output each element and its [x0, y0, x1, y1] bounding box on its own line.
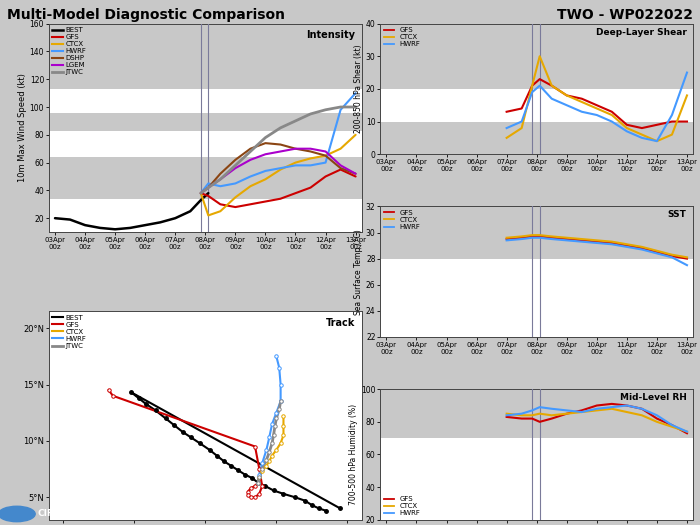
Text: Multi-Model Diagnostic Comparison: Multi-Model Diagnostic Comparison [7, 8, 285, 22]
Bar [380, 122, 693, 154]
Text: TWO - WP022022: TWO - WP022022 [557, 8, 693, 22]
Bar [380, 206, 693, 259]
Bar [49, 112, 362, 131]
Legend: BEST, GFS, CTCX, HWRF, DSHP, LGEM, JTWC: BEST, GFS, CTCX, HWRF, DSHP, LGEM, JTWC [51, 26, 88, 77]
Text: Track: Track [326, 318, 356, 328]
Text: SST: SST [668, 211, 687, 219]
Y-axis label: 10m Max Wind Speed (kt): 10m Max Wind Speed (kt) [18, 74, 27, 182]
Y-axis label: 200-850 hPa Shear (kt): 200-850 hPa Shear (kt) [354, 45, 363, 133]
Bar [49, 157, 362, 199]
Bar [380, 24, 693, 89]
Legend: BEST, GFS, CTCX, HWRF, JTWC: BEST, GFS, CTCX, HWRF, JTWC [51, 313, 88, 350]
Y-axis label: 700-500 hPa Humidity (%): 700-500 hPa Humidity (%) [349, 404, 358, 505]
Bar [380, 389, 693, 438]
Text: Mid-Level RH: Mid-Level RH [620, 393, 687, 402]
Text: CIRA: CIRA [38, 509, 62, 519]
Legend: GFS, CTCX, HWRF: GFS, CTCX, HWRF [382, 208, 422, 232]
Legend: GFS, CTCX, HWRF: GFS, CTCX, HWRF [382, 495, 422, 518]
Y-axis label: Sea Surface Temp (°C): Sea Surface Temp (°C) [354, 229, 363, 314]
Legend: GFS, CTCX, HWRF: GFS, CTCX, HWRF [382, 26, 422, 49]
Bar [49, 24, 362, 89]
Circle shape [0, 506, 35, 522]
Text: Intensity: Intensity [307, 30, 356, 40]
Text: Deep-Layer Shear: Deep-Layer Shear [596, 27, 687, 37]
